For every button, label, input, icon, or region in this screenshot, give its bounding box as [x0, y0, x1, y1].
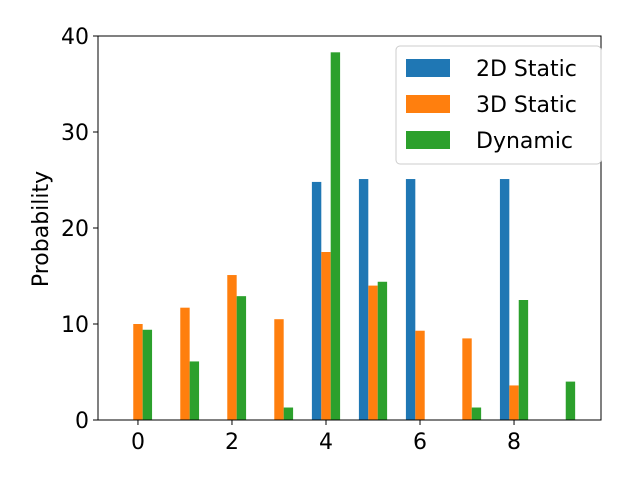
bar-3d-static-7 — [462, 338, 472, 420]
x-tick-label-8: 8 — [507, 430, 521, 455]
x-tick-label-6: 6 — [413, 430, 427, 455]
bar-dynamic-1 — [189, 361, 200, 420]
legend-swatch-dynamic — [406, 131, 450, 149]
bar-3d-static-3 — [274, 319, 284, 420]
bar-dynamic-8 — [518, 300, 529, 420]
bar-3d-static-0 — [133, 324, 143, 420]
legend-label-2d-static: 2D Static — [476, 57, 577, 82]
bar-2d-static-8 — [499, 179, 510, 420]
bar-2d-static-5 — [358, 179, 369, 420]
y-tick-label-30: 30 — [61, 121, 89, 146]
bar-dynamic-7 — [471, 407, 482, 420]
bar-dynamic-9 — [565, 381, 576, 420]
bar-dynamic-5 — [377, 281, 388, 420]
legend-swatch-2d-static — [406, 59, 450, 77]
y-tick-label-10: 10 — [61, 313, 89, 338]
bar-2d-static-4 — [311, 181, 322, 420]
bar-3d-static-2 — [227, 275, 237, 420]
y-axis-label: Probability — [29, 171, 54, 287]
legend-label-dynamic: Dynamic — [476, 129, 573, 154]
x-tick-label-0: 0 — [131, 430, 145, 455]
x-tick-label-2: 2 — [225, 430, 239, 455]
bars-layer — [133, 52, 576, 420]
bar-dynamic-4 — [330, 52, 341, 420]
legend: 2D Static 3D Static Dynamic — [395, 45, 602, 165]
bar-3d-static-1 — [180, 307, 190, 420]
y-tick-label-20: 20 — [61, 217, 89, 242]
bar-3d-static-4 — [321, 252, 331, 420]
bar-dynamic-2 — [236, 296, 247, 420]
bar-dynamic-0 — [142, 329, 153, 420]
legend-label-3d-static: 3D Static — [476, 93, 577, 118]
x-tick-label-4: 4 — [319, 430, 333, 455]
bar-dynamic-3 — [283, 407, 294, 420]
y-tick-label-0: 0 — [75, 409, 89, 434]
bar-3d-static-6 — [415, 330, 425, 420]
legend-swatch-3d-static — [406, 95, 450, 113]
y-tick-label-40: 40 — [61, 25, 89, 50]
bar-3d-static-8 — [509, 385, 519, 420]
bar-3d-static-5 — [368, 285, 378, 420]
bar-2d-static-6 — [405, 179, 416, 420]
axes-layer: 0 2 4 6 8 0 10 20 30 40 — [61, 25, 602, 455]
